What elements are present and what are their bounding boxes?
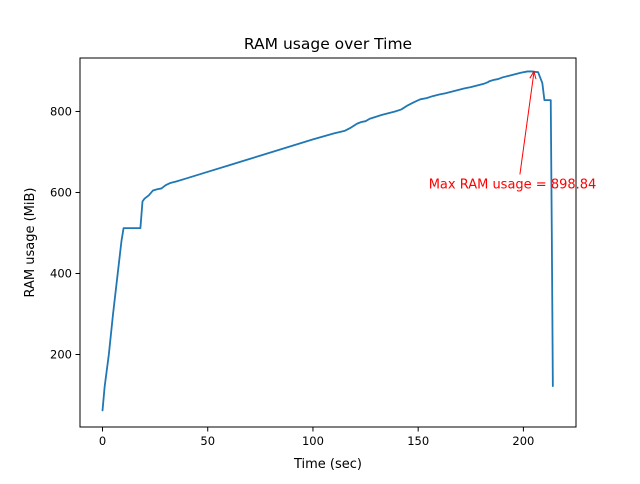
y-tick-label: 800 — [50, 104, 72, 118]
x-tick-label: 200 — [512, 434, 534, 448]
y-axis-ticks: 200 400 600 800 — [50, 104, 80, 361]
series-group — [101, 70, 554, 412]
x-axis-label: Time (sec) — [293, 457, 362, 472]
annotation-arrowhead — [529, 70, 537, 80]
chart-title: RAM usage over Time — [244, 35, 412, 53]
y-axis-label: RAM usage (MiB) — [23, 188, 38, 298]
x-tick-label: 100 — [302, 434, 324, 448]
x-axis-ticks: 0 50 100 150 200 — [99, 427, 534, 448]
series-line — [101, 70, 554, 412]
annotation-arrow — [519, 72, 535, 175]
x-tick-label: 0 — [99, 434, 106, 448]
x-tick-label: 50 — [200, 434, 215, 448]
x-tick-label: 150 — [407, 434, 429, 448]
annotation-group: Max RAM usage = 898.84 — [429, 70, 597, 192]
annotation-text: Max RAM usage = 898.84 — [429, 177, 597, 192]
y-tick-label: 400 — [50, 266, 72, 280]
y-tick-label: 200 — [50, 347, 72, 361]
axes-frame — [79, 57, 577, 428]
y-tick-label: 600 — [50, 185, 72, 199]
